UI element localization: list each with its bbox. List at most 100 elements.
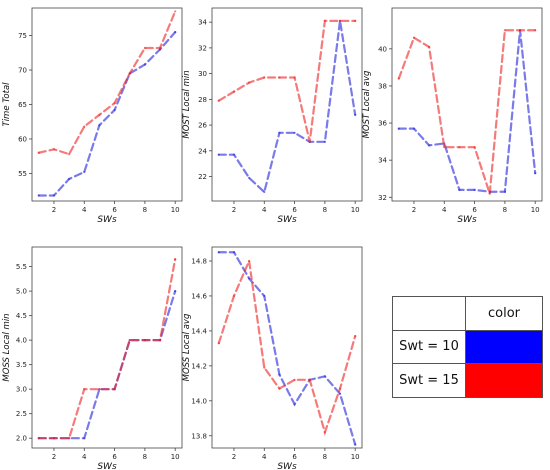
data-point bbox=[338, 19, 342, 22]
data-point bbox=[83, 388, 86, 391]
data-point bbox=[113, 102, 116, 105]
y-axis-label: MOST Local min bbox=[182, 70, 192, 138]
data-point bbox=[323, 140, 326, 143]
chart-moss-local-min: 2 4 6 8 10 2.0 2.5 3.0 3.5 4.0 4.5 5.0 5.5 SWs MOSS Lo… bbox=[2, 246, 183, 470]
x-tick-label: 6 bbox=[472, 206, 477, 214]
data-point bbox=[323, 375, 326, 378]
y-tick-label: 34 bbox=[378, 157, 387, 165]
data-point bbox=[263, 190, 266, 194]
y-tick-label: 30 bbox=[198, 70, 207, 78]
data-point bbox=[458, 146, 461, 149]
data-point bbox=[83, 125, 86, 128]
y-axis-label: Time Total bbox=[2, 82, 12, 127]
data-point bbox=[232, 294, 236, 298]
y-tick-label: 28 bbox=[198, 96, 207, 104]
data-point bbox=[534, 29, 537, 32]
x-axis-label: SWs bbox=[277, 462, 297, 470]
y-tick-label: 2.0 bbox=[16, 435, 27, 443]
data-point bbox=[248, 176, 251, 179]
data-point bbox=[174, 31, 177, 34]
data-point bbox=[293, 131, 296, 134]
data-point bbox=[113, 388, 116, 391]
data-point bbox=[232, 153, 236, 156]
data-point bbox=[68, 437, 71, 440]
data-point bbox=[354, 113, 357, 116]
y-tick-label: 3.5 bbox=[16, 361, 27, 369]
data-point bbox=[217, 342, 220, 345]
y-tick-label: 14.8 bbox=[191, 257, 207, 265]
series-line-1 bbox=[397, 30, 537, 193]
data-point bbox=[174, 290, 177, 293]
data-point bbox=[83, 437, 86, 440]
series-line-1 bbox=[217, 251, 357, 446]
data-point bbox=[68, 153, 71, 156]
data-point bbox=[263, 294, 266, 298]
x-tick-label: 4 bbox=[82, 453, 87, 461]
chart-time-total: 2 4 6 8 10 55 60 65 70 75 SWs Time Total bbox=[2, 7, 183, 225]
legend-header-label: color bbox=[465, 296, 543, 331]
x-tick-label: 2 bbox=[52, 453, 56, 461]
y-tick-label: 5.0 bbox=[16, 288, 27, 296]
y-tick-label: 55 bbox=[18, 170, 27, 178]
legend-label-swt-10: Swt = 10 bbox=[392, 329, 466, 365]
plot-frame bbox=[31, 246, 183, 449]
data-point bbox=[534, 172, 537, 175]
data-point bbox=[217, 99, 220, 102]
data-point bbox=[412, 36, 416, 39]
series-line-2 bbox=[397, 29, 537, 194]
x-axis-label: SWs bbox=[97, 215, 117, 225]
x-tick-label: 10 bbox=[171, 453, 180, 461]
y-tick-label: 13.8 bbox=[191, 432, 207, 440]
x-tick-label: 2 bbox=[232, 206, 236, 214]
y-tick-label: 65 bbox=[18, 101, 27, 109]
color-legend-table: color Swt = 10 Swt = 15 bbox=[392, 296, 543, 398]
data-point bbox=[217, 251, 220, 254]
data-point bbox=[503, 29, 506, 32]
x-tick-label: 6 bbox=[292, 453, 297, 461]
legend-header-row: color bbox=[392, 296, 543, 331]
data-point bbox=[308, 378, 311, 381]
chart-most-local-avg: 2 4 6 8 10 32 34 36 38 40 SWs MOST Local avg bbox=[362, 7, 543, 225]
legend-label-swt-15: Swt = 15 bbox=[392, 363, 466, 398]
y-tick-label: 14.2 bbox=[191, 362, 207, 370]
series-line-1 bbox=[37, 31, 177, 197]
data-point bbox=[473, 146, 476, 149]
y-tick-label: 22 bbox=[198, 173, 207, 181]
data-point bbox=[338, 387, 342, 390]
data-point bbox=[458, 188, 461, 191]
x-tick-label: 8 bbox=[503, 206, 507, 214]
y-tick-label: 75 bbox=[18, 32, 27, 40]
data-point bbox=[37, 151, 40, 154]
y-tick-label: 34 bbox=[198, 19, 207, 27]
y-axis-label: MOST Local avg bbox=[362, 70, 372, 138]
data-point bbox=[428, 144, 431, 147]
y-tick-label: 36 bbox=[378, 120, 387, 128]
data-point bbox=[323, 19, 326, 22]
data-point bbox=[263, 366, 266, 369]
y-tick-label: 14.6 bbox=[191, 292, 207, 300]
x-tick-label: 10 bbox=[171, 206, 180, 214]
data-point bbox=[143, 46, 146, 50]
x-tick-label: 4 bbox=[82, 206, 87, 214]
data-point bbox=[443, 146, 446, 149]
y-tick-label: 14.4 bbox=[191, 327, 207, 335]
data-point bbox=[397, 77, 400, 80]
data-point bbox=[232, 90, 236, 93]
data-point bbox=[52, 194, 56, 197]
x-tick-label: 10 bbox=[351, 453, 360, 461]
x-tick-label: 8 bbox=[323, 206, 327, 214]
legend-corner-cell bbox=[392, 296, 466, 331]
x-tick-label: 4 bbox=[262, 453, 267, 461]
plot-frame bbox=[211, 7, 363, 202]
data-point bbox=[248, 277, 251, 280]
data-point bbox=[518, 29, 522, 32]
y-tick-label: 26 bbox=[198, 122, 207, 130]
x-tick-label: 2 bbox=[412, 206, 416, 214]
x-tick-label: 10 bbox=[351, 206, 360, 214]
x-tick-label: 8 bbox=[323, 453, 327, 461]
x-tick-label: 2 bbox=[232, 453, 236, 461]
data-point bbox=[263, 76, 266, 79]
x-tick-label: 4 bbox=[442, 206, 447, 214]
y-axis-label: MOSS Local avg bbox=[182, 313, 192, 381]
